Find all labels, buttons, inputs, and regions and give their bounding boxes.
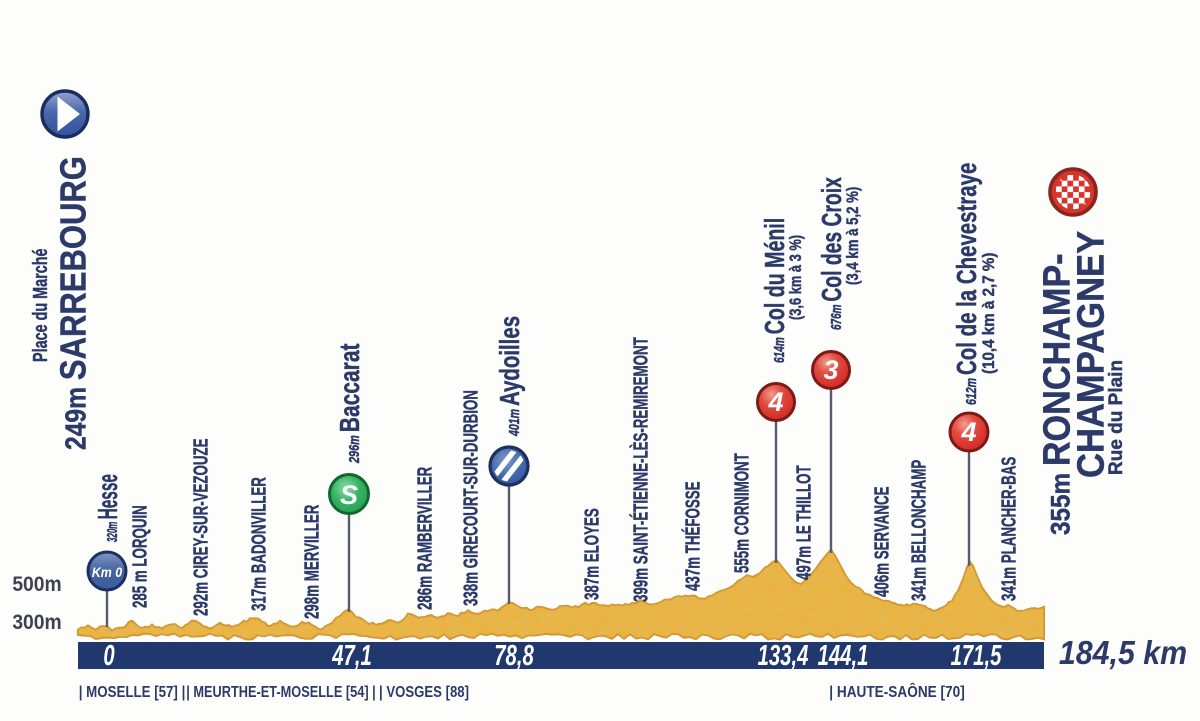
svg-text:184,5 km: 184,5 km bbox=[1059, 634, 1187, 671]
svg-text:144,1: 144,1 bbox=[818, 640, 869, 672]
svg-text:Rue du Plain: Rue du Plain bbox=[1106, 360, 1127, 475]
svg-text:406m SERVANCE: 406m SERVANCE bbox=[869, 487, 893, 597]
svg-text:47,1: 47,1 bbox=[331, 640, 371, 672]
svg-text:500m: 500m bbox=[12, 573, 61, 596]
svg-text:171,5: 171,5 bbox=[951, 640, 1003, 672]
svg-text:341m BELLONCHAMP: 341m BELLONCHAMP bbox=[906, 460, 930, 601]
svg-text:249m SARREBOURG: 249m SARREBOURG bbox=[53, 156, 94, 450]
svg-text:437m THÉFOSSE: 437m THÉFOSSE bbox=[680, 482, 704, 591]
svg-text:0: 0 bbox=[103, 640, 114, 672]
svg-text:555m CORNIMONT: 555m CORNIMONT bbox=[729, 453, 753, 573]
svg-text:Place du Marché: Place du Marché bbox=[29, 248, 52, 362]
svg-text:285 m LORQUIN: 285 m LORQUIN bbox=[127, 505, 151, 608]
svg-text:| MEURTHE-ET-MOSELLE [54] |: | MEURTHE-ET-MOSELLE [54] | bbox=[186, 684, 375, 701]
svg-text:300m: 300m bbox=[12, 611, 61, 634]
svg-text:(3,6 km à 3 %): (3,6 km à 3 %) bbox=[788, 235, 806, 320]
svg-text:399m SAINT-ÉTIENNE-LÈS-REMIREM: 399m SAINT-ÉTIENNE-LÈS-REMIREMONT bbox=[628, 337, 652, 602]
svg-text:(3,4 km à 5,2 %): (3,4 km à 5,2 %) bbox=[844, 187, 863, 285]
svg-text:S: S bbox=[340, 480, 358, 510]
svg-text:| VOSGES [88]: | VOSGES [88] bbox=[379, 684, 469, 701]
svg-text:497m LE THILLOT: 497m LE THILLOT bbox=[791, 465, 815, 580]
svg-text:298m MERVILLER: 298m MERVILLER bbox=[299, 504, 323, 619]
svg-text:(10,4 km à 2,7 %): (10,4 km à 2,7 %) bbox=[980, 253, 998, 374]
svg-text:317m BADONVILLER: 317m BADONVILLER bbox=[246, 477, 270, 611]
svg-text:Km 0: Km 0 bbox=[92, 565, 123, 581]
svg-text:78,8: 78,8 bbox=[494, 640, 534, 672]
svg-text:612m Col de la Chevestraye: 612m Col de la Chevestraye bbox=[952, 163, 983, 405]
svg-text:286m RAMBERVILLER: 286m RAMBERVILLER bbox=[412, 466, 436, 610]
svg-text:4: 4 bbox=[960, 417, 976, 447]
svg-text:3: 3 bbox=[823, 355, 838, 385]
svg-text:133,4: 133,4 bbox=[758, 640, 809, 672]
svg-text:296m Baccarat: 296m Baccarat bbox=[335, 344, 366, 464]
svg-text:676m Col des Croix: 676m Col des Croix bbox=[817, 177, 848, 330]
svg-text:| HAUTE-SAÔNE [70]: | HAUTE-SAÔNE [70] bbox=[829, 682, 965, 701]
svg-text:| MOSELLE [57] |: | MOSELLE [57] | bbox=[79, 684, 186, 701]
svg-text:292m CIREY-SUR-VEZOUZE: 292m CIREY-SUR-VEZOUZE bbox=[188, 439, 212, 616]
svg-text:4: 4 bbox=[767, 387, 783, 417]
svg-text:338m GIRECOURT-SUR-DURBION: 338m GIRECOURT-SUR-DURBION bbox=[458, 390, 482, 606]
svg-text:401m Aydoilles: 401m Aydoilles bbox=[495, 316, 526, 437]
svg-text:387m ELOYES: 387m ELOYES bbox=[579, 508, 603, 600]
svg-text:341m PLANCHER-BAS: 341m PLANCHER-BAS bbox=[996, 457, 1020, 601]
svg-text:CHAMPAGNEY: CHAMPAGNEY bbox=[1069, 231, 1112, 478]
